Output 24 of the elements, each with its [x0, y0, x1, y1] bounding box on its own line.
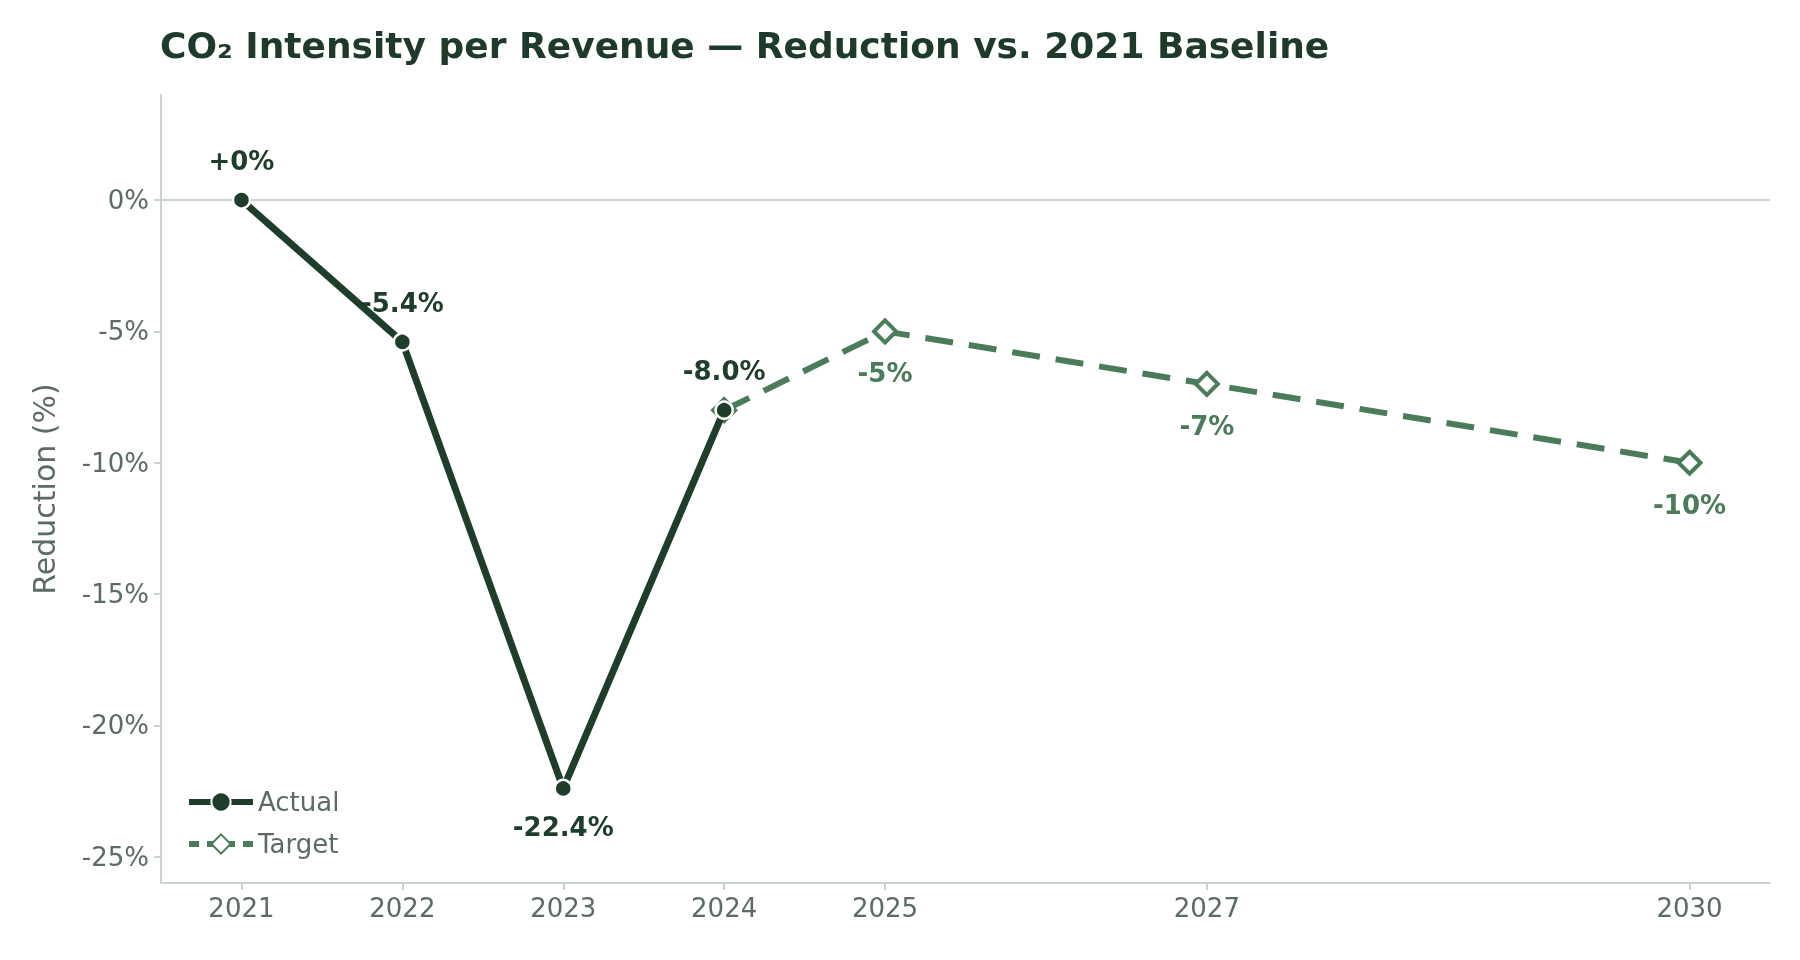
- legend-label: Actual: [258, 787, 340, 817]
- legend-label: Target: [257, 829, 339, 859]
- x-tick-label: 2030: [1656, 893, 1723, 923]
- data-label: +0%: [208, 146, 275, 177]
- data-label: -22.4%: [512, 812, 614, 843]
- data-label: -5.4%: [360, 288, 444, 319]
- x-tick-label: 2027: [1173, 893, 1240, 923]
- y-tick-label: -5%: [98, 316, 149, 347]
- y-tick-label: -10%: [81, 447, 149, 478]
- data-label: -10%: [1653, 489, 1727, 520]
- data-label: -5%: [857, 358, 913, 389]
- y-tick-label: 0%: [107, 185, 149, 216]
- y-axis-title: Reduction (%): [26, 383, 62, 595]
- chart-title: CO₂ Intensity per Revenue — Reduction vs. 2021 Baseline: [160, 24, 1330, 66]
- x-tick-label: 2024: [691, 893, 758, 923]
- x-tick-label: 2021: [208, 893, 275, 923]
- x-tick-label: 2025: [851, 893, 919, 923]
- data-label: -7%: [1179, 410, 1235, 441]
- x-tick-label: 2023: [530, 893, 597, 923]
- y-tick-label: -20%: [81, 710, 149, 741]
- data-label: -8.0%: [682, 356, 766, 387]
- y-tick-label: -15%: [81, 579, 149, 610]
- x-tick-label: 2022: [369, 893, 436, 923]
- y-tick-label: -25%: [81, 841, 149, 872]
